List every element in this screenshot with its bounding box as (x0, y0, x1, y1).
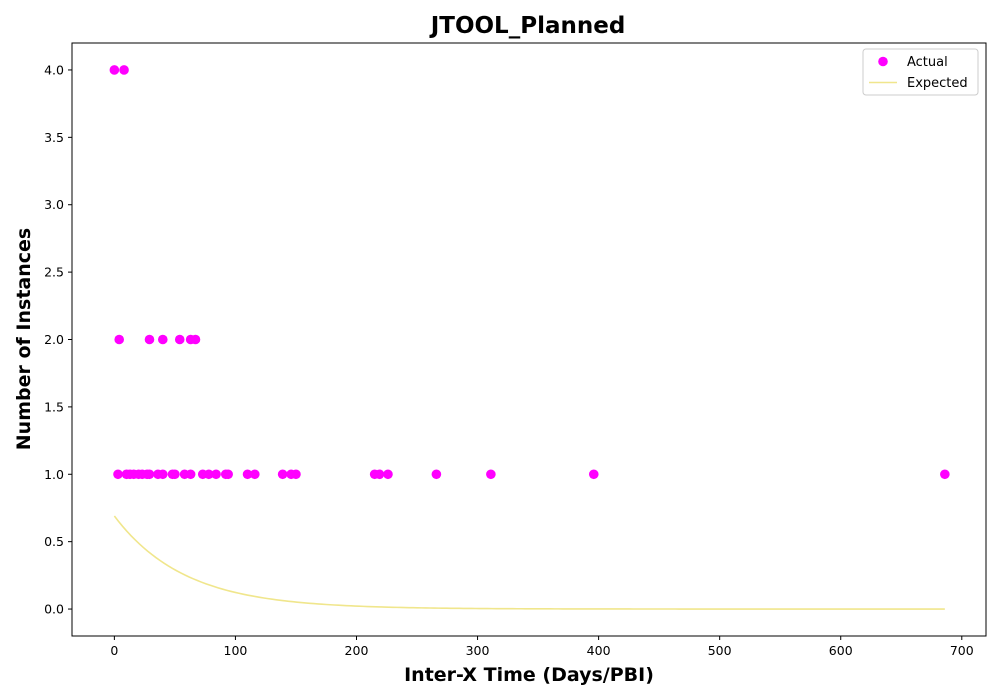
actual-point (119, 65, 129, 75)
actual-point (431, 469, 442, 480)
actual-point (383, 469, 393, 480)
actual-point (157, 334, 168, 345)
y-tick-label: 2.0 (44, 332, 64, 347)
x-axis: 0 100 200 300 400 500 600 700 (110, 636, 974, 658)
x-axis-label: Inter-X Time (Days/PBI) (404, 664, 654, 686)
actual-point (242, 469, 253, 480)
y-tick-label: 1.5 (44, 399, 64, 414)
plot-area-frame (71, 42, 987, 637)
actual-point (190, 334, 201, 345)
legend-actual-marker (878, 56, 888, 67)
x-tick-label: 600 (829, 643, 853, 658)
legend: Actual Expected (862, 48, 979, 96)
actual-point (204, 469, 214, 480)
x-tick-label: 400 (587, 643, 611, 658)
actual-point (211, 469, 221, 480)
actual-point (144, 334, 155, 345)
x-tick-label: 100 (224, 643, 248, 658)
actual-point (223, 469, 233, 480)
actual-point (157, 469, 168, 480)
legend-actual-label: Actual (907, 55, 948, 70)
actual-point (174, 334, 185, 345)
actual-point (374, 469, 385, 480)
actual-point (291, 469, 301, 480)
y-tick-label: 1.0 (44, 467, 64, 482)
expected-curve (113, 515, 945, 610)
y-tick-label: 3.0 (44, 197, 64, 212)
plot-area (109, 65, 950, 610)
y-tick-label: 2.5 (44, 265, 64, 280)
actual-point (113, 469, 123, 480)
actual-point (486, 469, 496, 480)
actual-point (109, 65, 120, 75)
chart-title: JTOOL_Planned (429, 13, 626, 39)
legend-box (862, 48, 979, 96)
y-tick-label: 0.5 (44, 534, 64, 549)
legend-expected-label: Expected (907, 76, 968, 91)
y-tick-label: 3.5 (44, 130, 64, 145)
actual-point (114, 334, 125, 345)
y-axis: 0.0 0.5 1.0 1.5 2.0 2.5 3.0 3.5 4.0 (44, 62, 72, 617)
x-tick-label: 300 (466, 643, 490, 658)
y-tick-label: 0.0 (44, 602, 64, 617)
actual-point (940, 469, 950, 480)
x-tick-label: 200 (345, 643, 369, 658)
y-axis-label: Number of Instances (13, 228, 35, 450)
actual-point (277, 469, 288, 480)
actual-point (185, 469, 196, 480)
x-tick-label: 0 (110, 643, 118, 658)
y-tick-label: 4.0 (44, 62, 64, 77)
actual-point (588, 469, 599, 480)
x-tick-label: 500 (708, 643, 732, 658)
actual-point (170, 469, 180, 480)
x-tick-label: 700 (950, 643, 974, 658)
actual-point (250, 469, 260, 480)
actual-point (144, 469, 155, 480)
